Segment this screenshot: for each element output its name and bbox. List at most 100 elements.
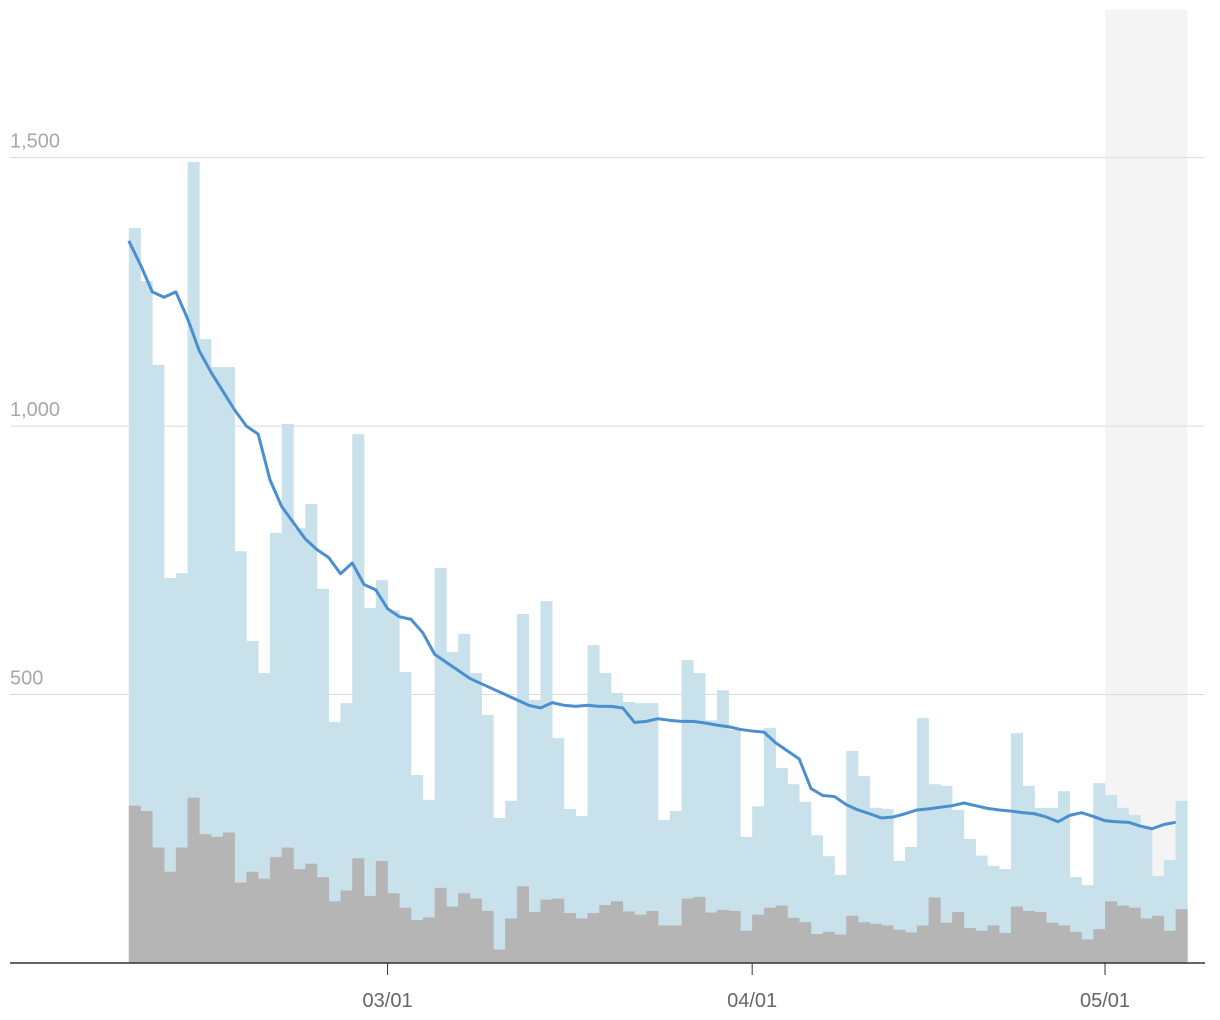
bar — [599, 673, 612, 963]
bar — [728, 910, 741, 963]
bar — [540, 899, 553, 963]
bar — [881, 808, 894, 963]
bar — [152, 847, 165, 963]
bar — [1010, 906, 1023, 963]
bar — [281, 423, 294, 963]
bar — [528, 699, 541, 963]
bar — [881, 925, 894, 963]
bar — [1140, 918, 1153, 963]
bar — [728, 729, 741, 963]
bar — [846, 915, 859, 963]
bar — [364, 608, 377, 963]
bar — [128, 227, 141, 963]
highlight-band — [1105, 10, 1188, 963]
bar — [1057, 791, 1071, 963]
bar — [234, 551, 247, 963]
bar — [411, 775, 424, 963]
bar — [328, 901, 341, 963]
bar — [763, 907, 776, 963]
bar — [940, 785, 953, 963]
bar — [316, 588, 330, 963]
bar — [1175, 909, 1188, 963]
bar — [893, 929, 906, 963]
bar — [1128, 907, 1141, 963]
bar — [940, 922, 953, 963]
bar — [622, 911, 635, 963]
bar — [763, 727, 776, 963]
bar — [281, 847, 294, 963]
bar — [963, 928, 976, 963]
bar — [187, 797, 200, 963]
bar — [481, 910, 494, 963]
bar — [446, 652, 459, 963]
bar — [434, 887, 447, 963]
bar — [646, 910, 659, 963]
bar — [505, 918, 518, 963]
bar — [611, 692, 624, 963]
bar — [563, 913, 577, 963]
bar — [587, 913, 600, 963]
bar — [705, 912, 718, 963]
bar — [199, 339, 212, 963]
bar — [987, 925, 1000, 963]
bar — [187, 161, 200, 963]
bar — [669, 811, 682, 963]
bar — [1116, 905, 1129, 963]
bar — [411, 920, 424, 963]
bar — [387, 610, 400, 963]
bar — [1057, 925, 1071, 963]
bar — [599, 905, 612, 963]
bar — [211, 367, 224, 963]
bar — [928, 897, 941, 963]
bar — [1010, 733, 1023, 963]
bar — [905, 932, 918, 963]
line — [127, 240, 1176, 831]
bar — [858, 776, 871, 963]
bar — [952, 911, 965, 963]
bar — [481, 714, 494, 963]
bar — [458, 893, 471, 963]
bar — [305, 503, 318, 963]
y-tick-label: 1,500 — [10, 131, 60, 153]
bar — [611, 901, 624, 963]
bar — [822, 931, 835, 963]
bar — [1022, 910, 1035, 963]
bar — [634, 703, 647, 963]
bar — [1081, 939, 1094, 963]
bar — [222, 367, 235, 963]
bar — [164, 578, 177, 963]
y-tick-label: 1,000 — [10, 399, 60, 421]
bar — [364, 895, 377, 963]
bar — [293, 869, 306, 963]
bar — [846, 750, 859, 963]
bar — [810, 835, 824, 963]
bar — [693, 673, 706, 963]
bar — [834, 934, 847, 963]
bar — [352, 858, 365, 963]
bar — [469, 898, 482, 963]
bar — [752, 914, 765, 963]
bar — [234, 882, 247, 963]
bar — [258, 878, 271, 963]
bar — [1069, 931, 1082, 963]
bar — [446, 906, 459, 963]
bar — [211, 836, 224, 963]
bar — [434, 567, 447, 963]
bar — [575, 918, 588, 963]
bar — [1105, 901, 1118, 963]
bar — [528, 911, 541, 963]
x-tick-label: 04/01 — [727, 990, 777, 1012]
bar — [199, 834, 212, 963]
bar — [340, 890, 353, 963]
bar — [799, 922, 812, 963]
bar — [246, 871, 259, 963]
x-tick-label: 05/01 — [1080, 990, 1130, 1012]
bar — [493, 818, 506, 963]
bar — [540, 601, 553, 963]
bar — [305, 863, 318, 963]
bar — [493, 949, 506, 963]
bar — [469, 673, 482, 963]
bar — [1152, 915, 1165, 963]
y-tick-label: 500 — [10, 668, 43, 690]
